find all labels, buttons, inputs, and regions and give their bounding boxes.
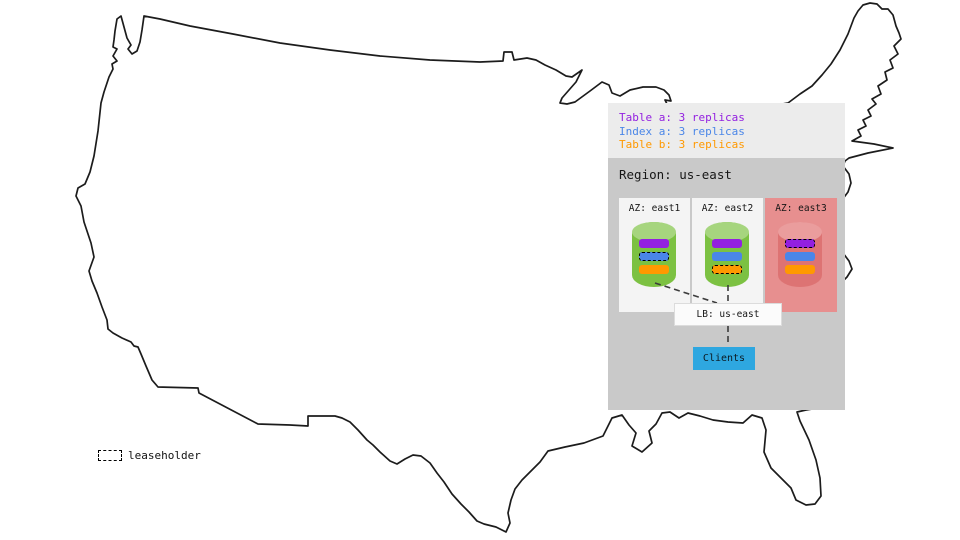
az-box-east3: AZ: east3 [765,198,837,312]
replica-legend: Table a: 3 replicas Index a: 3 replicas Ta… [608,103,845,158]
cylinder-top-icon [778,222,822,242]
database-cylinder-icon [705,222,749,287]
replica-bar-index_a [639,252,669,261]
cylinder-top-icon [632,222,676,242]
leaseholder-key: leaseholder [98,449,201,462]
replica-bars [712,239,742,274]
leaseholder-swatch-icon [98,450,122,461]
region-title: Region: us-east [619,167,732,182]
cylinder-top-icon [705,222,749,242]
replica-bars [639,239,669,274]
clients-box: Clients [693,347,760,375]
clients-label: Clients [702,353,746,364]
replica-bar-table_b [785,265,815,274]
replica-bar-table_b [712,265,742,274]
replica-bar-index_a [712,252,742,261]
legend-item: Table a: 3 replicas [619,111,745,124]
load-balancer-box: LB: us-east [674,303,782,326]
database-cylinder-icon [778,222,822,287]
az-label: AZ: east2 [701,203,754,214]
region-diagram-panel: Table a: 3 replicas Index a: 3 replicas Ta… [608,103,845,410]
load-balancer-label: LB: us-east [696,309,760,320]
replica-bar-table_a [785,239,815,248]
az-label: AZ: east1 [628,203,681,214]
legend-item: Table b: 3 replicas [619,138,745,151]
replica-bar-table_a [712,239,742,248]
az-label: AZ: east3 [775,203,827,214]
replica-bar-table_a [639,239,669,248]
az-box-east2: AZ: east2 [692,198,763,312]
replica-bars [785,239,815,274]
replica-bar-index_a [785,252,815,261]
az-row: AZ: east1 AZ: east2 AZ: east3 [619,198,837,312]
az-box-east1: AZ: east1 [619,198,690,312]
database-cylinder-icon [632,222,676,287]
legend-item: Index a: 3 replicas [619,124,745,138]
replica-bar-table_b [639,265,669,274]
leaseholder-key-label: leaseholder [128,449,201,462]
